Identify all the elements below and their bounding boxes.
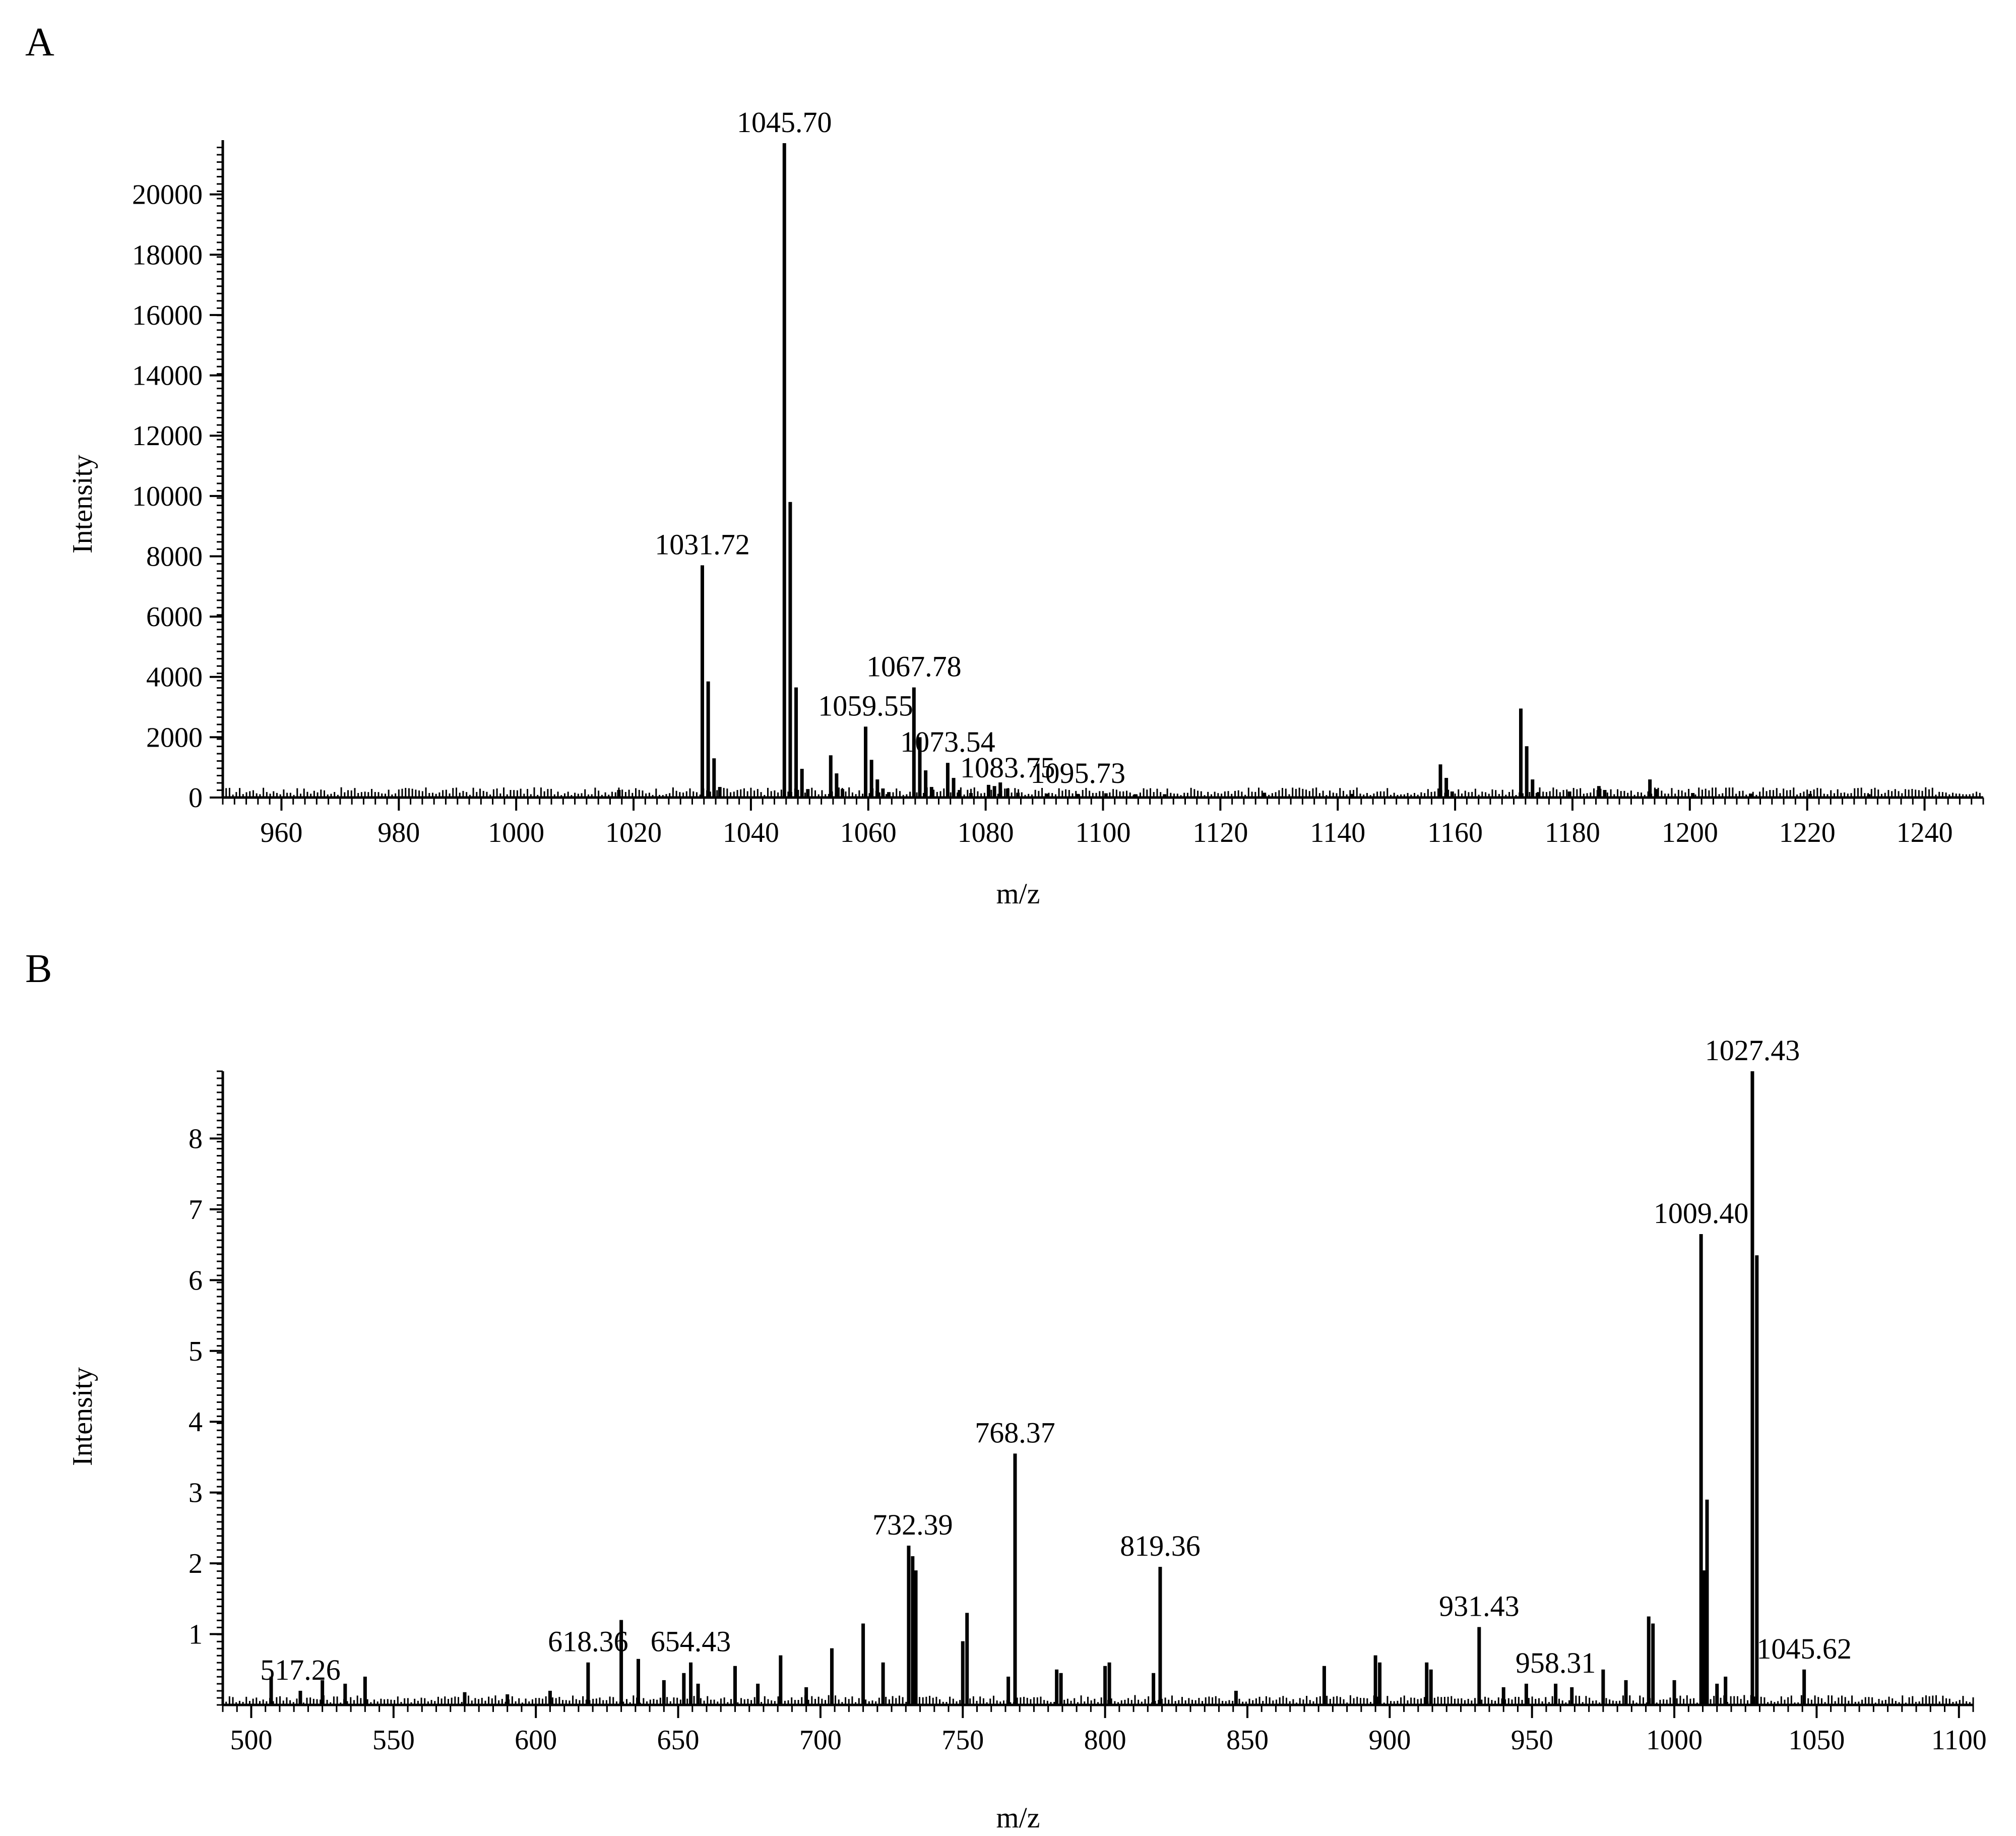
panel-b-peak-label: 654.43 [651,1625,731,1658]
panel-b-peak-label: 732.39 [872,1508,953,1541]
panel-b-y-ticks: 1 2 3 4 5 6 7 8 [188,1123,223,1650]
panel-b-peak-label: 931.43 [1439,1590,1520,1623]
panel-a-y-tick-label: 12000 [132,420,203,452]
panel-a-x-ticks: 960 980 1000 1020 1040 1060 1080 1100 1120 1140 11… [260,798,1953,848]
panel-b-peak-labels: 517.26 618.36 654.43 732.39 768.37 819.36 931.… [260,1034,1852,1686]
panel-a-y-tick-label: 6000 [146,601,203,633]
panel-b-peak-label: 1027.43 [1705,1034,1800,1067]
panel-a-x-tick-label: 1180 [1545,817,1600,848]
panel-a-peak-label: 1073.54 [900,725,995,758]
panel-b-axes [221,1071,1973,1706]
panel-b-x-tick-label: 1100 [1931,1725,1987,1756]
panel-b-x-tick-label: 800 [1084,1725,1126,1756]
panel-a-x-tick-label: 1040 [723,817,779,848]
panel-b-y-tick-label: 7 [188,1194,203,1226]
panel-b-x-tick-label: 950 [1511,1725,1553,1756]
panel-a-y-tick-label: 8000 [146,541,203,572]
panel-b-x-tick-label: 600 [515,1725,557,1756]
panel-b-x-tick-label: 700 [799,1725,842,1756]
panel-a-y-tick-label: 14000 [132,360,203,392]
panel-a-y-ticks: 0 2000 4000 6000 8000 10000 12000 14000 16000 180… [132,179,223,814]
panel-b-peak-label: 958.31 [1516,1646,1596,1679]
panel-a-peak-label: 1031.72 [655,528,750,561]
panel-b-peak-label: 618.36 [548,1625,628,1658]
panel-a-y-tick-label: 4000 [146,662,203,693]
panel-b-label: B [25,947,52,991]
panel-b-y-tick-label: 5 [188,1336,203,1367]
panel-a-x-tick-label: 960 [260,817,302,848]
panel-b-minor-ticks [217,1070,1974,1712]
panel-b-x-ticks: 500 550 600 650 700 750 800 850 900 950 1000 1050 11… [230,1705,1987,1756]
panel-a-peaks [225,143,1981,798]
panel-b-x-tick-label: 1050 [1788,1725,1845,1756]
panel-a-x-tick-label: 1080 [958,817,1014,848]
panel-a-x-tick-label: 1120 [1192,817,1248,848]
panel-a-x-tick-label: 1140 [1310,817,1365,848]
panel-a-peak-label: 1059.55 [818,689,913,722]
panel-a-x-axis-label: m/z [996,877,1040,910]
panel-a-y-tick-label: 10000 [132,481,203,512]
panel-a: A 0 2000 4000 6000 8000 10000 12000 14000 16000 1… [25,20,1984,910]
panel-b-y-tick-label: 4 [188,1406,203,1438]
panel-a-y-tick-label: 16000 [132,300,203,331]
panel-b-y-tick-label: 6 [188,1265,203,1296]
panel-b-peak-label: 517.26 [260,1654,341,1686]
panel-b-y-tick-label: 2 [188,1548,203,1579]
panel-b-x-tick-label: 900 [1368,1725,1411,1756]
panel-a-y-tick-label: 0 [188,782,203,814]
panel-a-x-tick-label: 1020 [605,817,662,848]
panel-a-peak-label: 1045.70 [737,106,832,139]
panel-b-peaks [225,1071,1974,1705]
panel-a-y-tick-label: 2000 [146,722,203,753]
panel-b-y-tick-label: 1 [188,1619,203,1650]
panel-a-x-tick-label: 1160 [1427,817,1483,848]
panel-b-x-tick-label: 850 [1226,1725,1269,1756]
panel-b-y-tick-label: 8 [188,1123,203,1154]
panel-a-minor-ticks [217,146,1984,805]
panel-b-peak-label: 768.37 [975,1416,1055,1449]
panel-b-peak-label: 1045.62 [1756,1632,1852,1665]
panel-a-y-axis-label: Intensity [67,455,98,554]
panel-a-peak-labels: 1031.72 1045.70 1059.55 1067.78 1073.541083.… [655,106,1125,789]
panel-a-x-tick-label: 1000 [488,817,544,848]
panel-a-y-tick-label: 20000 [132,179,203,211]
panel-a-peak-label: 1067.78 [866,650,962,683]
panel-b-peak-label: 1009.40 [1654,1197,1749,1230]
panel-a-x-tick-label: 1220 [1779,817,1836,848]
panel-a-axes [221,140,1983,799]
panel-b-x-tick-label: 500 [230,1725,272,1756]
panel-b-peak-label: 819.36 [1120,1529,1201,1562]
panel-a-y-tick-label: 18000 [132,239,203,271]
panel-a-label: A [25,20,54,65]
panel-a-x-tick-label: 1240 [1897,817,1953,848]
panel-b-x-tick-label: 750 [941,1725,984,1756]
panel-b-x-axis-label: m/z [996,1801,1040,1834]
panel-b-y-tick-label: 3 [188,1478,203,1509]
panel-b-x-tick-label: 550 [372,1725,415,1756]
panel-a-x-tick-label: 1100 [1076,817,1131,848]
panel-a-peak-label: 1095.73 [1031,757,1126,789]
panel-a-peak-label: 1083.75 [960,751,1055,784]
panel-a-x-tick-label: 1200 [1662,817,1718,848]
panel-b-x-tick-label: 1000 [1646,1725,1703,1756]
panel-a-x-tick-label: 1060 [840,817,897,848]
panel-b-y-axis-label: Intensity [67,1367,98,1466]
panel-a-x-tick-label: 980 [377,817,420,848]
panel-b-x-tick-label: 650 [657,1725,700,1756]
panel-b: B 1 2 3 4 5 6 7 8 500 550 600 650 700 750 800 850 900 95… [25,947,1987,1834]
